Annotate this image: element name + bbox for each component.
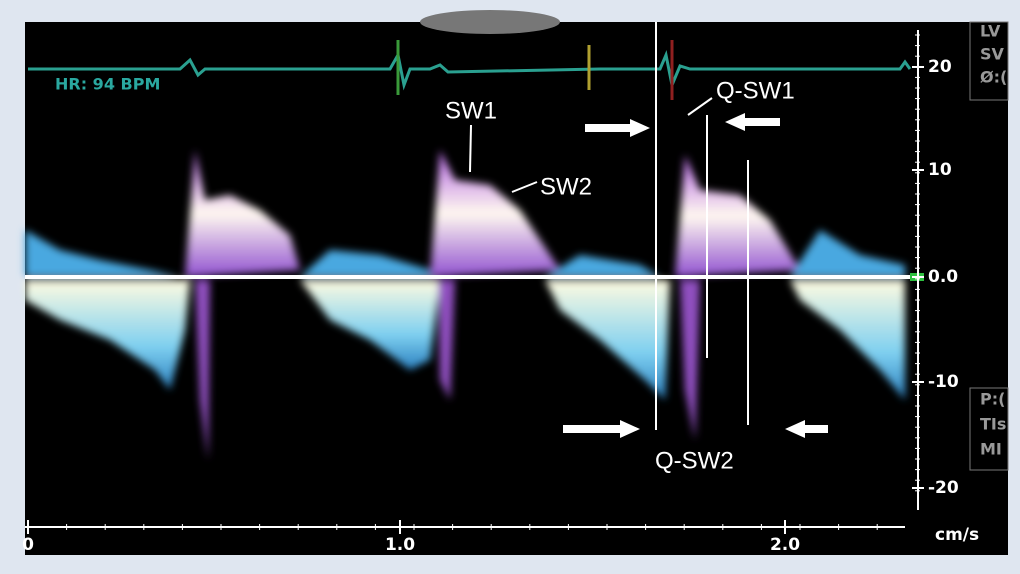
y-tick-label: -20 bbox=[928, 478, 959, 498]
tick-group: 20 10 0.0 -10 -20 0 1.0 2.0 LV SV Ø:( P:( TIs MI bbox=[22, 22, 1007, 556]
annotation: SW1 bbox=[445, 97, 497, 124]
annotation: Q-SW2 bbox=[655, 447, 734, 474]
annotation: Q-SW1 bbox=[716, 77, 795, 104]
y-tick-label: 20 bbox=[928, 57, 952, 77]
x-tick-label: 1.0 bbox=[385, 535, 415, 555]
measurement-lines bbox=[469, 22, 749, 430]
unit-label: cm/s bbox=[935, 525, 979, 545]
annotation: SW2 bbox=[540, 173, 592, 200]
side-label: LV bbox=[980, 22, 1001, 41]
y-tick-label: 10 bbox=[928, 160, 952, 180]
side-label: P:( bbox=[980, 390, 1005, 409]
side-label: TIs bbox=[980, 415, 1006, 434]
side-panel bbox=[969, 21, 1009, 101]
doppler-spectrum bbox=[25, 150, 905, 460]
probe-shadow bbox=[420, 10, 560, 34]
y-tick-label: 0.0 bbox=[928, 267, 958, 287]
x-tick-label: 2.0 bbox=[770, 535, 800, 555]
side-label: SV bbox=[980, 45, 1005, 64]
side-label: MI bbox=[980, 440, 1002, 459]
heart-rate: HR: 94 BPM bbox=[55, 75, 160, 94]
y-tick-label: -10 bbox=[928, 372, 959, 392]
axes bbox=[25, 30, 919, 528]
side-label: Ø:( bbox=[980, 68, 1007, 87]
arrows bbox=[563, 113, 828, 438]
side-panel bbox=[969, 387, 1009, 471]
x-tick-label: 0 bbox=[22, 535, 34, 555]
ecg-trace bbox=[28, 49, 912, 91]
